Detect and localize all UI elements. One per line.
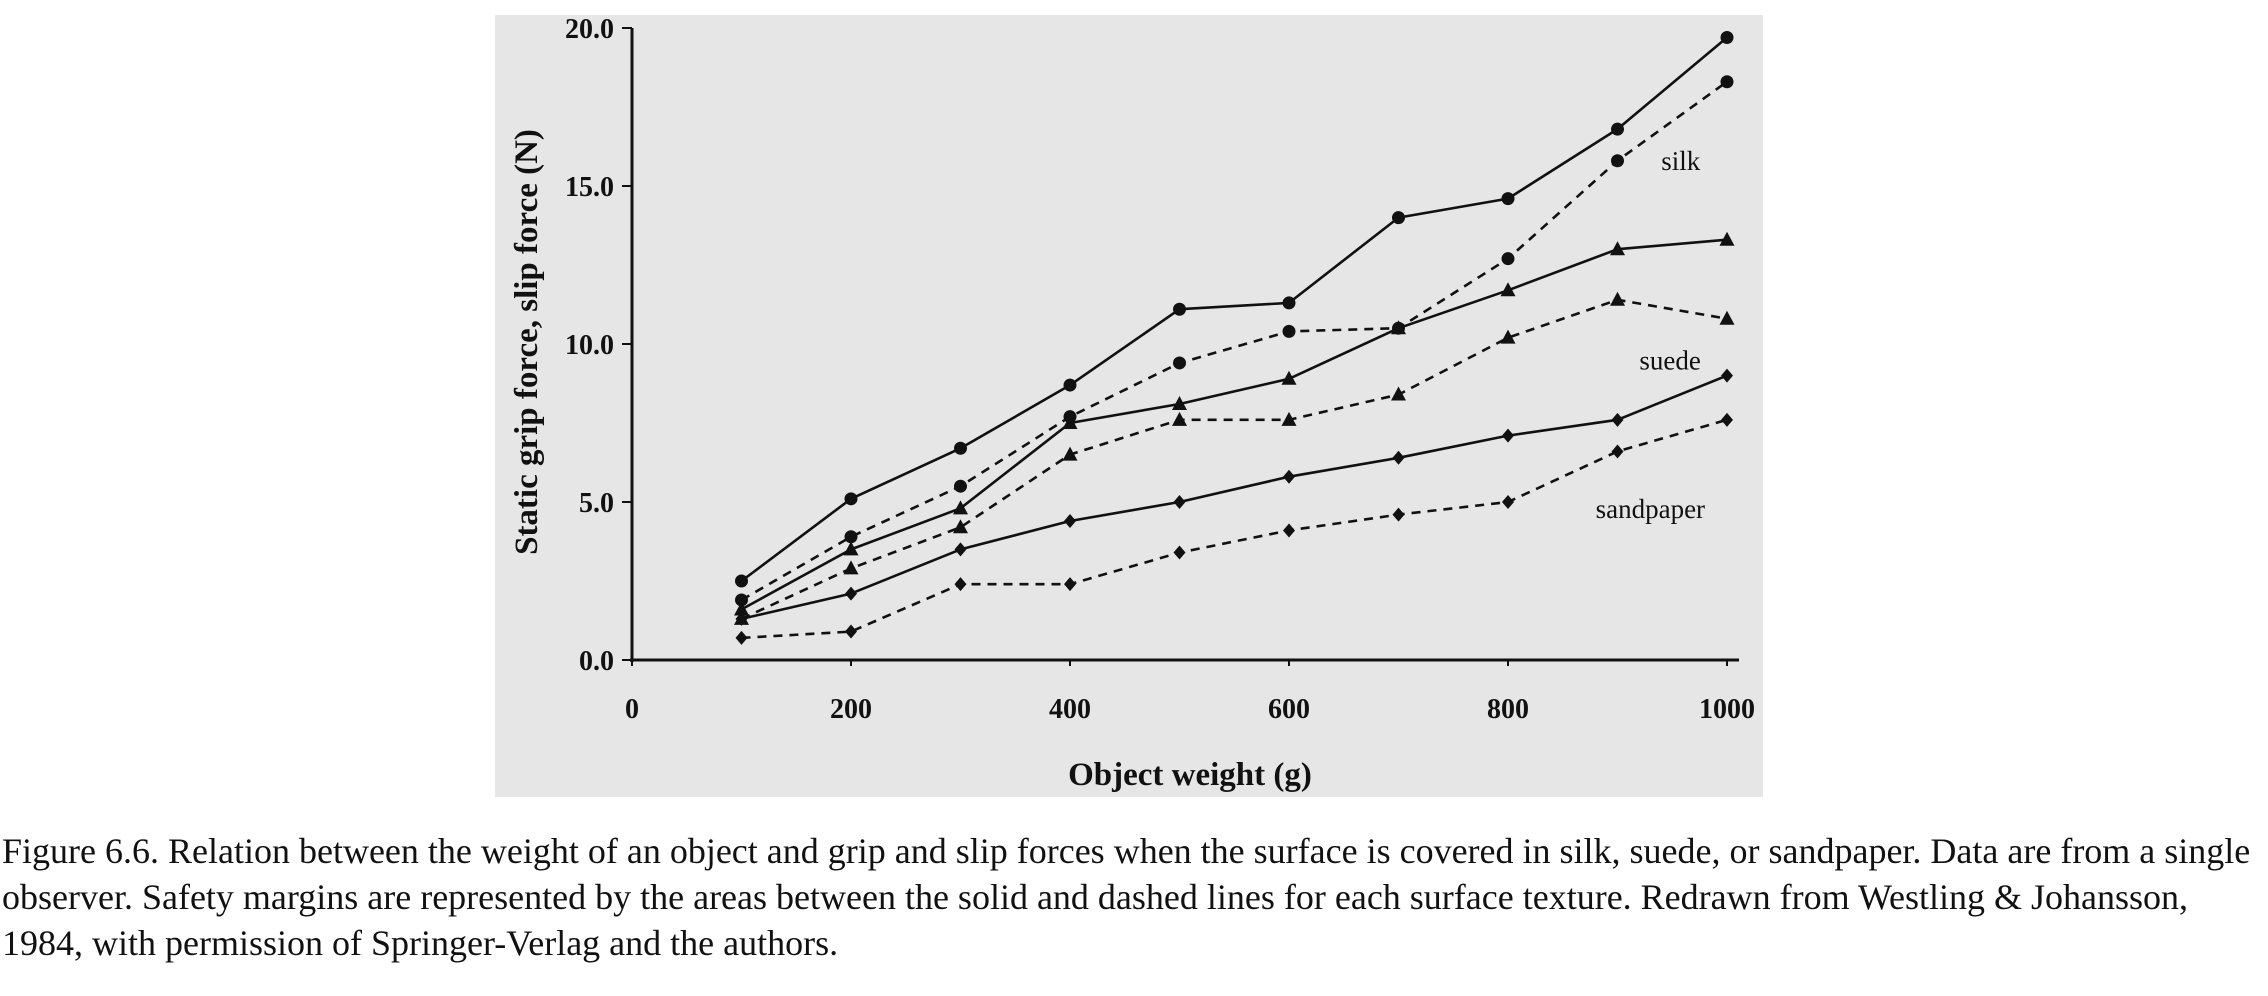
data-point-diamond bbox=[1611, 444, 1624, 459]
data-point-triangle bbox=[1172, 396, 1187, 411]
axes: 0.0 5.0 10.0 15.0 20.0 0 200 400 600 800 1000 bbox=[565, 15, 1755, 725]
y-axis-label: Static grip force, slip force (N) bbox=[509, 129, 545, 555]
data-point-circle bbox=[954, 479, 967, 493]
data-point-triangle bbox=[1719, 231, 1735, 246]
series-layer bbox=[734, 30, 1735, 645]
data-point-triangle bbox=[1391, 320, 1406, 335]
data-point-circle bbox=[844, 530, 858, 544]
data-point-circle bbox=[1501, 252, 1515, 266]
data-point-triangle bbox=[953, 519, 968, 534]
data-point-triangle bbox=[1610, 291, 1625, 306]
data-point-triangle bbox=[843, 541, 859, 556]
data-point-circle bbox=[735, 593, 748, 607]
x-tick-label: 800 bbox=[1487, 694, 1529, 725]
annotation-layer: silk suede sandpaper bbox=[1596, 146, 1705, 524]
series-line bbox=[741, 418, 1728, 640]
series-sandpaper-slip bbox=[735, 412, 1733, 645]
series-silk-grip bbox=[735, 30, 1734, 588]
data-point-circle bbox=[1282, 324, 1296, 338]
data-point-diamond bbox=[1611, 412, 1624, 427]
data-point-circle bbox=[1720, 30, 1734, 44]
data-point-triangle bbox=[734, 601, 749, 616]
data-point-triangle bbox=[1391, 386, 1406, 401]
y-tick-label: 20.0 bbox=[565, 15, 614, 45]
annotation-silk: silk bbox=[1661, 146, 1701, 176]
series-line bbox=[741, 374, 1728, 621]
data-point-triangle bbox=[1172, 411, 1187, 426]
data-point-triangle bbox=[1500, 282, 1516, 297]
data-point-circle bbox=[1392, 211, 1405, 225]
data-point-triangle bbox=[1281, 370, 1297, 385]
x-tick-label: 1000 bbox=[1699, 694, 1755, 725]
series-line bbox=[740, 238, 1728, 611]
data-point-triangle bbox=[1719, 310, 1735, 325]
data-point-diamond bbox=[954, 542, 967, 557]
data-point-triangle bbox=[1281, 411, 1297, 426]
data-point-triangle bbox=[1500, 329, 1516, 344]
data-point-circle bbox=[1611, 154, 1624, 168]
data-point-diamond bbox=[1173, 545, 1186, 560]
data-point-diamond bbox=[1392, 450, 1405, 465]
data-point-diamond bbox=[954, 577, 967, 592]
data-point-circle bbox=[1720, 75, 1734, 89]
series-line bbox=[740, 298, 1728, 621]
data-point-diamond bbox=[1502, 428, 1514, 443]
data-point-circle bbox=[1611, 122, 1624, 136]
data-point-diamond bbox=[735, 630, 748, 645]
chart-panel: 0.0 5.0 10.0 15.0 20.0 0 200 400 600 800 1000 silk… bbox=[495, 15, 1763, 797]
x-tick-label: 400 bbox=[1049, 694, 1091, 725]
data-point-triangle bbox=[953, 500, 968, 515]
data-point-diamond bbox=[1173, 495, 1186, 509]
data-point-diamond bbox=[1721, 368, 1733, 383]
y-tick-label: 15.0 bbox=[565, 172, 614, 203]
data-point-circle bbox=[954, 441, 967, 455]
data-point-diamond bbox=[735, 611, 748, 626]
data-point-circle bbox=[1063, 378, 1077, 392]
series-line bbox=[740, 36, 1728, 583]
x-tick-label: 200 bbox=[830, 694, 872, 725]
data-point-diamond bbox=[1283, 523, 1295, 538]
data-point-circle bbox=[1173, 302, 1186, 316]
annotation-sandpaper: sandpaper bbox=[1596, 494, 1705, 524]
y-tick-label: 5.0 bbox=[579, 488, 614, 519]
x-axis-label: Object weight (g) bbox=[1068, 757, 1312, 793]
series-sandpaper-grip bbox=[735, 368, 1733, 626]
data-point-diamond bbox=[845, 624, 857, 639]
data-point-circle bbox=[844, 492, 858, 506]
data-point-triangle bbox=[843, 560, 859, 575]
y-tick-label: 0.0 bbox=[579, 646, 614, 677]
data-point-diamond bbox=[1283, 469, 1295, 484]
data-point-circle bbox=[1282, 296, 1296, 310]
data-point-diamond bbox=[845, 586, 857, 601]
data-point-triangle bbox=[1610, 241, 1625, 256]
data-point-circle bbox=[1501, 192, 1515, 206]
data-point-diamond bbox=[1502, 495, 1514, 509]
series-line bbox=[740, 80, 1728, 602]
data-point-triangle bbox=[1062, 446, 1078, 461]
series-silk-slip bbox=[735, 75, 1734, 607]
chart-svg: 0.0 5.0 10.0 15.0 20.0 0 200 400 600 800 1000 silk… bbox=[509, 15, 1755, 793]
x-tick-label: 600 bbox=[1268, 694, 1310, 725]
figure-caption: Figure 6.6. Relation between the weight … bbox=[2, 831, 2251, 963]
data-point-diamond bbox=[1064, 513, 1076, 528]
y-tick-label: 10.0 bbox=[565, 330, 614, 361]
series-suede-grip bbox=[734, 231, 1735, 616]
data-point-triangle bbox=[1062, 415, 1078, 429]
annotation-suede: suede bbox=[1639, 345, 1700, 375]
series-suede-slip bbox=[734, 291, 1735, 625]
data-point-circle bbox=[1173, 356, 1186, 370]
data-point-diamond bbox=[1392, 507, 1405, 522]
x-tick-label: 0 bbox=[625, 694, 639, 725]
data-point-diamond bbox=[1721, 412, 1733, 427]
data-point-diamond bbox=[1064, 577, 1076, 592]
data-point-circle bbox=[735, 574, 748, 588]
